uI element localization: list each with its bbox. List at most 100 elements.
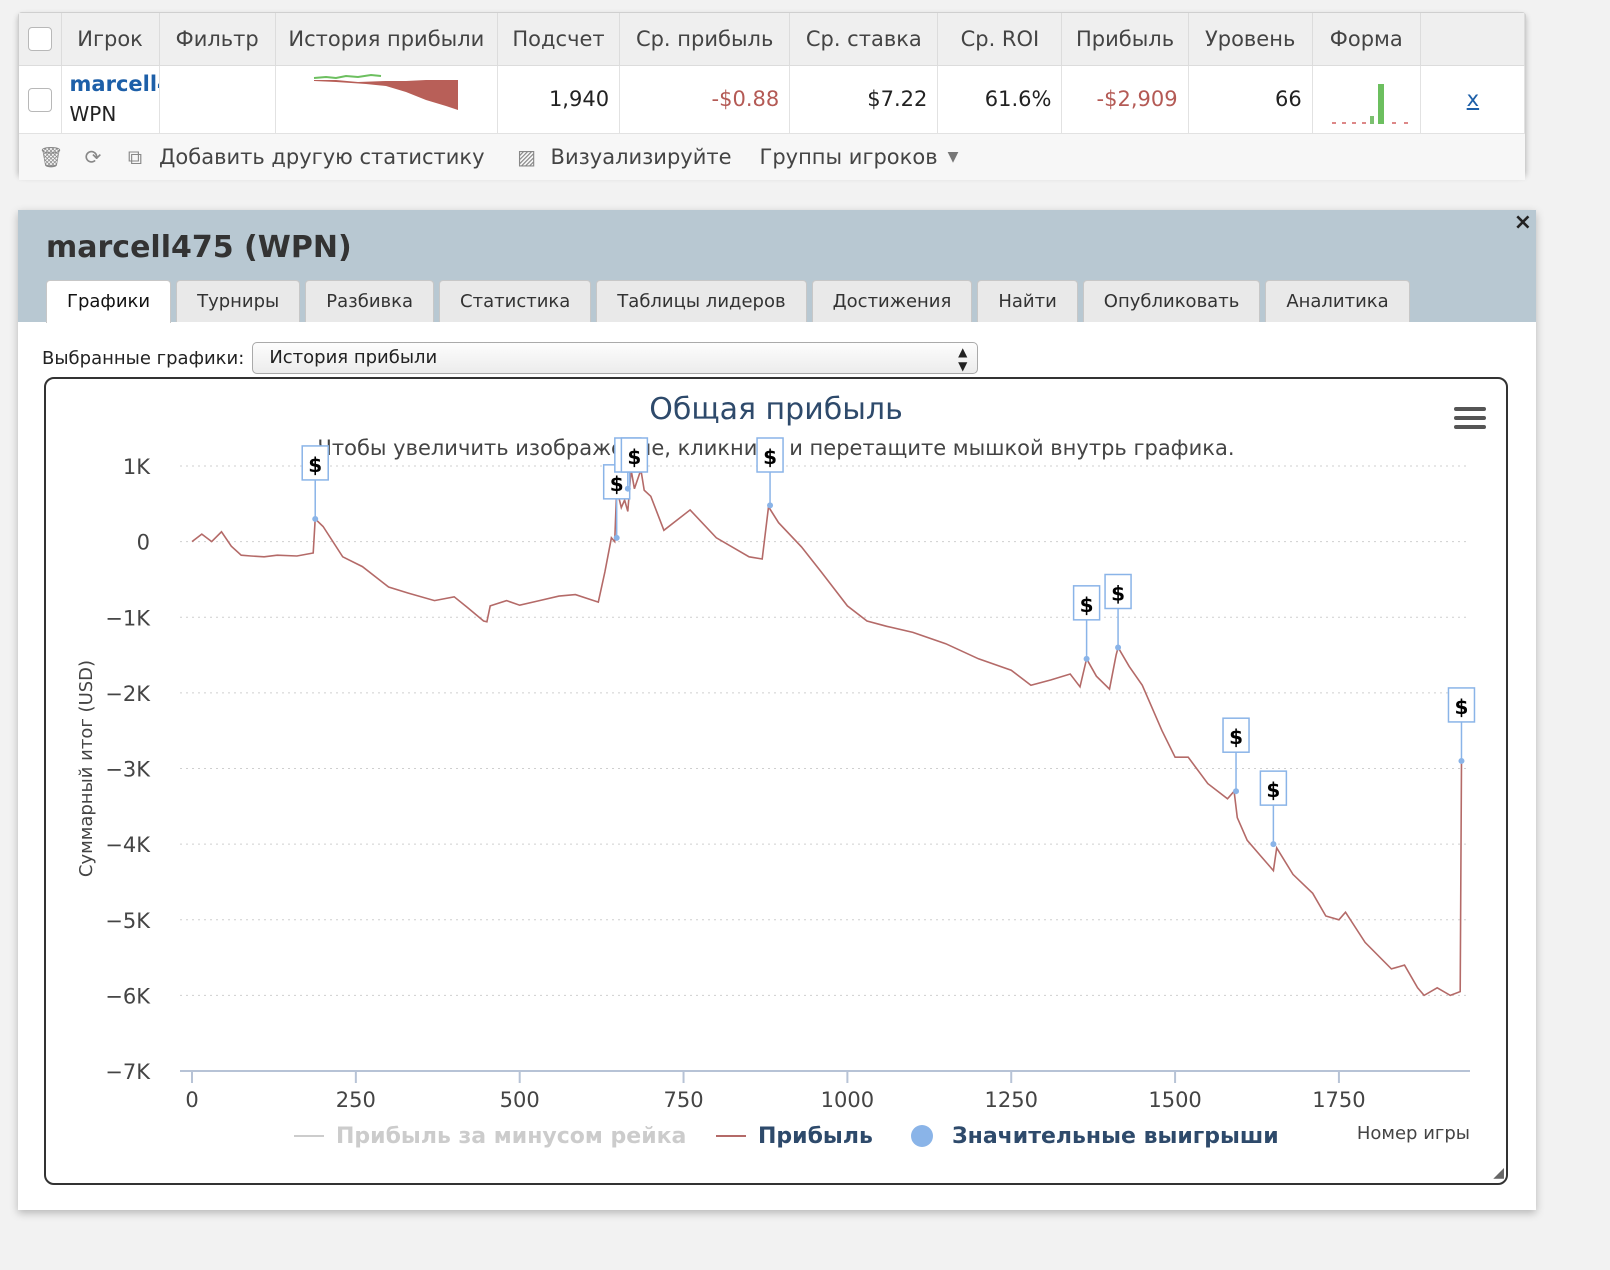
y-tick-label: −1K [105,606,151,630]
y-axis-title: Суммарный итог (USD) [76,660,97,877]
visualize-button[interactable]: ▨ Визуализируйте [513,144,732,169]
big-win-point [613,534,620,541]
profit-sparkline[interactable] [276,66,498,128]
col-header-avg-roi[interactable]: Ср. ROI [937,13,1063,66]
legend-item-label[interactable]: Значительные выигрыши [952,1124,1279,1149]
col-header-count[interactable]: Подсчет [497,13,621,66]
tab-analytics[interactable]: Аналитика [1265,280,1410,322]
profit-history-sparkline-cell [275,65,498,134]
y-tick-label: 0 [137,531,150,555]
big-win-flag [301,445,329,481]
col-header-profit-history[interactable]: История прибыли [275,13,498,66]
form-bar [1370,115,1375,124]
x-axis-title: Номер игры [1357,1123,1470,1144]
chart-menu-icon[interactable] [1454,407,1486,429]
refresh-icon[interactable]: ⟳ [84,144,102,169]
tab-charts[interactable]: Графики [46,280,172,323]
legend-item-label[interactable]: Прибыль [758,1124,873,1149]
add-window-icon: ⧉ [127,144,143,169]
col-header-avg-profit[interactable]: Ср. прибыль [619,13,791,66]
y-tick-label: −7K [105,1060,151,1084]
close-icon[interactable]: × [1513,210,1532,235]
chart-selector-row: Выбранные графики: История прибыли ▲ ▼ [42,342,979,374]
avg-profit-cell: -$0.88 [619,65,791,134]
sparkline-positive-line [313,73,381,79]
visualize-label: Визуализируйте [550,144,732,169]
add-stat-button[interactable]: ⧉ Добавить другую статистику [121,145,485,169]
big-win-point [767,502,774,509]
col-header-avg-stake[interactable]: Ср. ставка [789,13,939,66]
player-detail-panel: marcell475 (WPN) × Графики Турниры Разби… [18,210,1536,1210]
col-header-profit[interactable]: Прибыль [1061,13,1189,66]
detail-tabs: Графики Турниры Разбивка Статистика Табл… [46,280,1410,323]
col-header-remove [1420,13,1526,66]
caret-down-icon: ▼ [947,148,959,165]
select-all-cell [19,13,62,66]
chart-selector[interactable]: История прибыли ▲ ▼ [252,342,979,374]
big-win-flag [620,437,649,473]
player-cell: marcell4 WPN [61,65,160,134]
big-win-point [624,485,631,492]
player-stats-panel: Игрок Фильтр История прибыли Подсчет Ср.… [18,12,1526,180]
image-icon: ▨ [517,144,536,169]
chart-selector-label: Выбранные графики: [42,347,245,369]
chart-frame[interactable]: Общая прибыль Чтобы увеличить изображение… [44,377,1508,1185]
form-bar [1392,121,1397,124]
row-select-cell [19,65,62,134]
big-win-flag [756,437,784,473]
big-win-flag-label: $ [308,453,322,477]
y-tick-label: −4K [105,833,151,857]
tab-breakdown[interactable]: Разбивка [305,280,435,322]
form-bar [1362,121,1367,124]
col-header-player[interactable]: Игрок [61,13,160,66]
profit-series-line [191,469,1464,997]
x-tick-label: 1250 [985,1088,1038,1112]
trash-icon[interactable]: 🗑 [38,144,64,169]
col-header-level[interactable]: Уровень [1188,13,1313,66]
big-win-flag-label: $ [1266,778,1280,802]
tab-statistics[interactable]: Статистика [439,280,592,322]
col-header-filter[interactable]: Фильтр [159,13,276,66]
legend-symbol [911,1125,933,1147]
resize-grip-icon[interactable]: ◢ [1493,1165,1504,1181]
tab-tournaments[interactable]: Турниры [176,280,301,322]
form-bars [1332,83,1409,124]
detail-title: marcell475 (WPN) [46,230,352,265]
big-win-point [1083,655,1090,662]
profit-cell: -$2,909 [1061,65,1189,134]
tab-achievements[interactable]: Достижения [811,280,973,322]
big-win-flag-label: $ [1229,725,1243,749]
x-tick-label: 750 [663,1088,703,1112]
remove-row-link[interactable]: x [1420,65,1526,134]
form-bar [1378,83,1385,124]
x-tick-label: 500 [500,1088,540,1112]
legend-item-label[interactable]: Прибыль за минусом рейка [336,1124,686,1149]
avg-roi-cell: 61.6% [937,65,1063,134]
tab-leaderboards[interactable]: Таблицы лидеров [596,280,807,322]
big-win-flag-label: $ [1111,582,1125,606]
stats-toolbar: 🗑 ⟳ ⧉ Добавить другую статистику ▨ Визуа… [19,133,1525,180]
player-groups-dropdown[interactable]: Группы игроков ▼ [760,145,959,169]
row-checkbox[interactable] [28,87,53,112]
player-stats-table: Игрок Фильтр История прибыли Подсчет Ср.… [19,13,1526,134]
big-win-flag-label: $ [763,445,777,469]
player-network: WPN [69,102,117,126]
tab-publish[interactable]: Опубликовать [1082,280,1261,322]
big-win-flag-label: $ [1080,593,1094,617]
big-win-point [1233,788,1240,795]
big-win-flag [1072,585,1101,621]
chart-selector-value: История прибыли [269,347,438,368]
select-all-checkbox[interactable] [27,27,52,52]
filter-cell[interactable] [159,65,276,134]
big-win-flag-label: $ [1455,695,1469,719]
col-header-form[interactable]: Форма [1312,13,1421,66]
big-win-flag [1259,770,1288,806]
big-win-flag [1104,573,1132,610]
avg-stake-cell: $7.22 [789,65,939,134]
x-tick-label: 250 [336,1088,376,1112]
updown-arrows-icon: ▲ ▼ [958,345,968,373]
form-bar [1404,121,1409,124]
player-name-link[interactable]: marcell4 [69,72,159,96]
tab-find[interactable]: Найти [977,280,1078,322]
